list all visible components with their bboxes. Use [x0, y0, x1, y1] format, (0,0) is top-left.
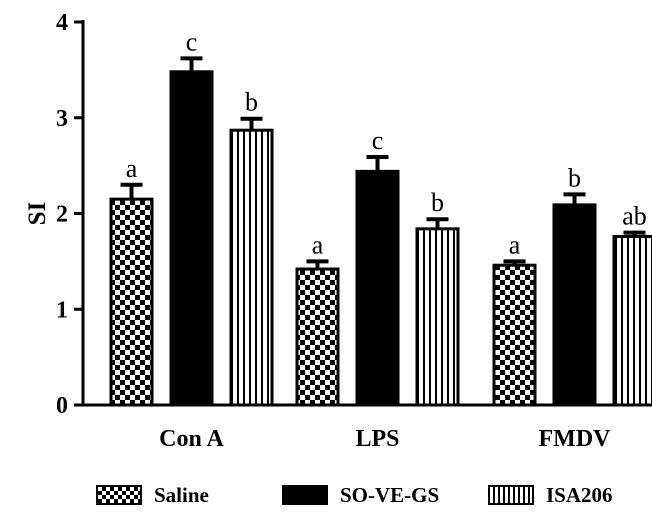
legend-label-isa206: ISA206 — [546, 482, 613, 507]
legend-item-so-ve-gs: SO-VE-GS — [282, 480, 439, 510]
bar — [552, 203, 597, 407]
y-tick-label: 1 — [56, 297, 68, 323]
legend-swatch-isa206 — [488, 485, 534, 505]
legend: Saline SO-VE-GS ISA206 — [0, 480, 652, 510]
bar — [355, 169, 400, 407]
legend-item-isa206: ISA206 — [488, 480, 613, 510]
bar — [295, 267, 340, 407]
bar — [612, 234, 652, 407]
legend-item-saline: Saline — [96, 480, 209, 510]
legend-swatch-saline — [96, 485, 142, 505]
legend-swatch-so-ve-gs — [282, 485, 328, 505]
y-tick-label: 0 — [56, 393, 68, 419]
significance-label: c — [372, 126, 384, 155]
legend-label-saline: Saline — [154, 482, 209, 507]
significance-label: a — [312, 230, 324, 259]
significance-label: a — [509, 230, 521, 259]
significance-label: ab — [622, 202, 647, 231]
significance-label: a — [126, 154, 138, 183]
y-tick-label: 3 — [56, 106, 68, 132]
significance-label: b — [245, 88, 258, 117]
significance-label: c — [186, 27, 198, 56]
bar — [109, 197, 154, 407]
bar — [169, 70, 214, 407]
bar — [492, 263, 537, 407]
significance-label: b — [431, 188, 444, 217]
x-category-label: FMDV — [539, 426, 612, 452]
x-category-label: LPS — [355, 426, 399, 452]
y-tick-label: 4 — [56, 10, 68, 36]
bar — [415, 227, 460, 407]
x-category-label: Con A — [159, 426, 224, 452]
y-tick-label: 2 — [56, 202, 68, 228]
significance-label: b — [568, 163, 581, 192]
y-axis-title: SI — [24, 202, 51, 226]
legend-label-so-ve-gs: SO-VE-GS — [340, 482, 440, 507]
bar — [229, 128, 274, 407]
